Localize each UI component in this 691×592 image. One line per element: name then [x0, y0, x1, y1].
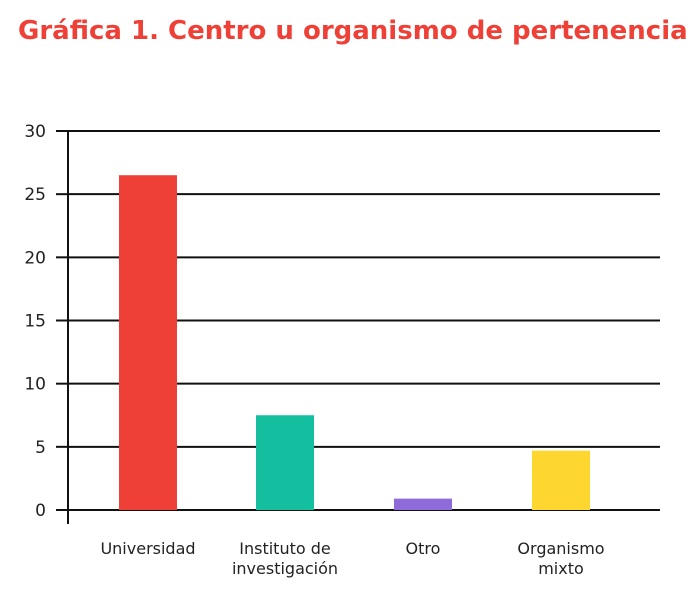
bar-1 — [256, 415, 314, 510]
y-tick-label: 25 — [24, 185, 46, 205]
bar-2 — [394, 498, 452, 510]
x-category-label: investigación — [232, 559, 338, 578]
axes — [56, 130, 69, 524]
y-tick-label: 10 — [24, 375, 46, 395]
y-tick-label: 20 — [24, 248, 46, 268]
x-category-label: Otro — [406, 539, 441, 558]
x-category-label: mixto — [538, 559, 584, 578]
chart-title: Gráfica 1. Centro u organismo de pertene… — [18, 16, 688, 46]
bars — [119, 175, 590, 510]
y-tick-label: 30 — [24, 122, 46, 142]
y-tick-label: 5 — [35, 438, 46, 458]
bar-0 — [119, 175, 177, 510]
x-category-label: Organismo — [517, 539, 604, 558]
x-category-label: Instituto de — [239, 539, 330, 558]
x-category-label: Universidad — [100, 539, 195, 558]
y-tick-label: 0 — [35, 501, 46, 521]
y-tick-labels: 0 5 10 15 20 25 30 — [24, 122, 46, 521]
bar-3 — [532, 450, 590, 510]
y-tick-label: 15 — [24, 312, 46, 332]
